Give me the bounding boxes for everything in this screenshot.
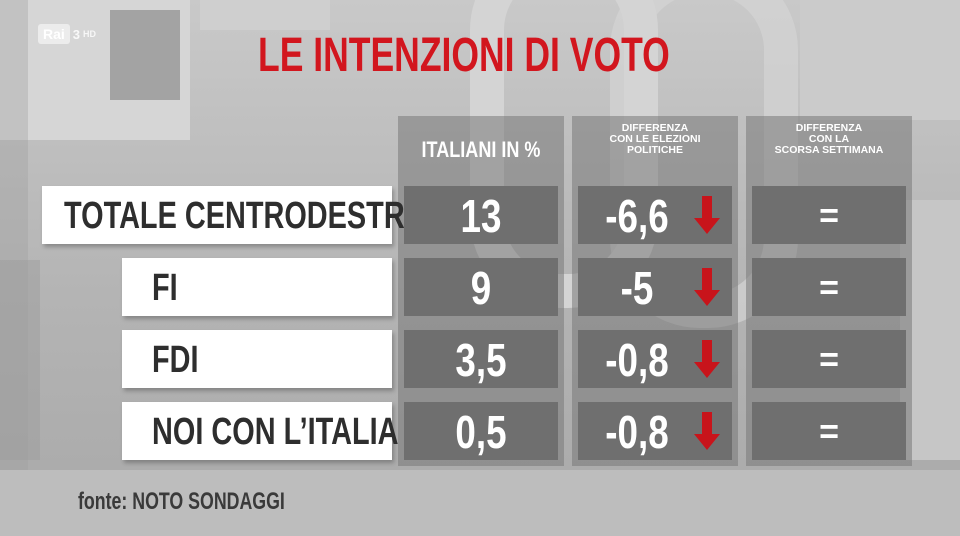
table-row: FI 9 -5 = [0,258,960,316]
party-name: NOI CON L’ITALIA [152,411,399,453]
row-label: NOI CON L’ITALIA [122,402,399,460]
row-label: TOTALE CENTRODESTRA [42,186,426,244]
diff-week-value: = [819,197,839,235]
percent-value: 13 [460,190,502,242]
diff-elections-value: -0,8 [605,406,669,458]
percent-cell: 0,5 [404,402,558,460]
diff-week-cell: = [752,330,906,388]
percent-value: 9 [470,262,492,314]
column-header-diff-elections: DIFFERENZA CON LE ELEZIONI POLITICHE [609,122,701,156]
percent-cell: 9 [404,258,558,316]
party-name: FI [152,267,178,309]
diff-elections-value: -6,6 [605,190,669,242]
down-arrow-icon [694,412,720,450]
party-name: TOTALE CENTRODESTRA [64,195,426,237]
source-caption: fonte: NOTO SONDAGGI [78,488,285,515]
column-header-diff-week: DIFFERENZA CON LA SCORSA SETTIMANA [774,122,884,156]
percent-value: 0,5 [455,406,507,458]
down-arrow-icon [694,196,720,234]
percent-cell: 13 [404,186,558,244]
diff-week-value: = [819,413,839,451]
diff-week-value: = [819,341,839,379]
column-header-percent: ITALIANI IN % [421,137,541,162]
page-title: LE INTENZIONI DI VOTO [258,29,670,82]
table-row: FDI 3,5 -0,8 = [0,330,960,388]
diff-elections-cell: -0,8 [578,402,732,460]
channel-logo: Rai 3 HD [38,24,96,44]
row-label: FDI [122,330,392,388]
table-row: NOI CON L’ITALIA 0,5 -0,8 = [0,402,960,460]
down-arrow-icon [694,268,720,306]
percent-value: 3,5 [455,334,507,386]
channel-number: 3 [72,26,81,42]
diff-elections-value: -0,8 [605,334,669,386]
diff-elections-cell: -6,6 [578,186,732,244]
diff-elections-cell: -0,8 [578,330,732,388]
row-label: FI [122,258,392,316]
diff-week-cell: = [752,402,906,460]
diff-week-cell: = [752,258,906,316]
party-name: FDI [152,339,199,381]
table-row: TOTALE CENTRODESTRA 13 -6,6 = [0,186,960,244]
diff-week-cell: = [752,186,906,244]
diff-week-value: = [819,269,839,307]
hd-badge: HD [83,29,97,39]
percent-cell: 3,5 [404,330,558,388]
diff-elections-cell: -5 [578,258,732,316]
down-arrow-icon [694,340,720,378]
rai-logo: Rai [38,24,70,44]
diff-elections-value: -5 [620,262,654,314]
